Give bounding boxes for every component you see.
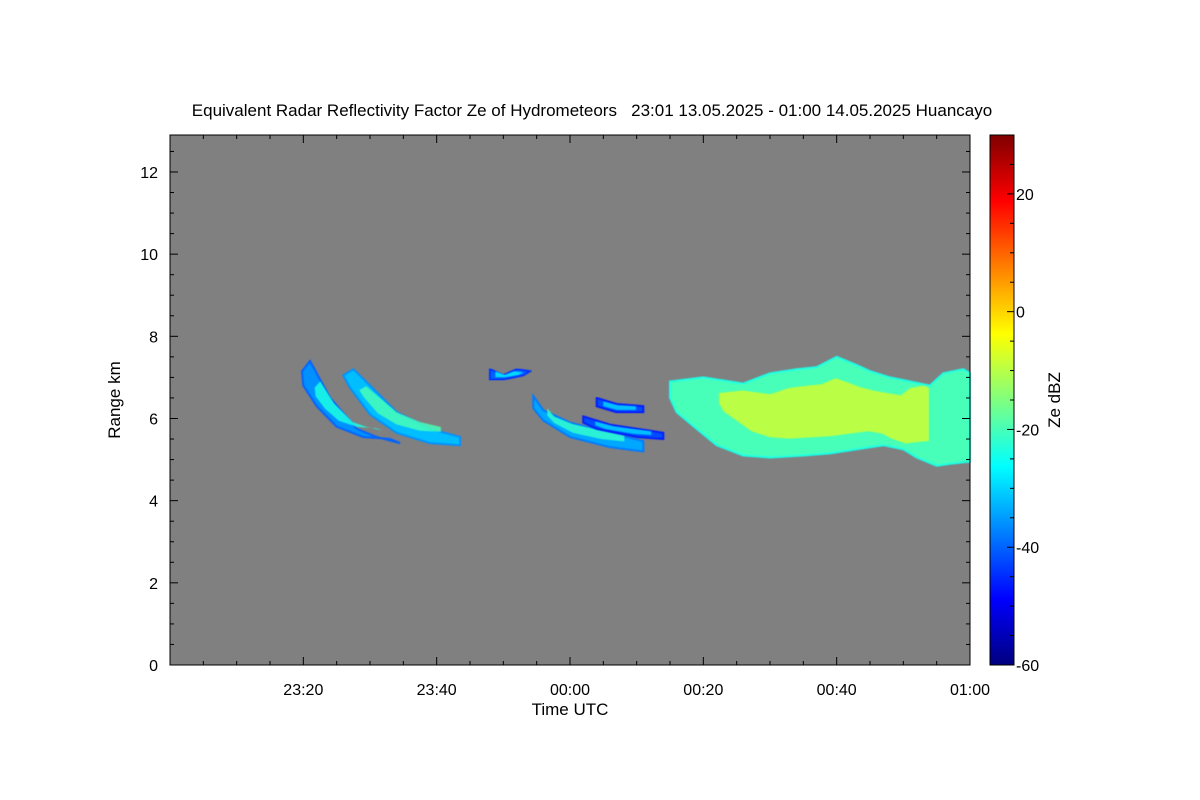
y-tick-label: 4 [149, 494, 158, 511]
x-tick-label: 00:00 [550, 682, 590, 699]
y-tick-label: 2 [149, 576, 158, 593]
echo-core-patch-3 [495, 371, 524, 378]
y-tick-label: 10 [140, 247, 158, 264]
x-tick-label: 23:40 [417, 682, 457, 699]
x-tick-label: 00:20 [683, 682, 723, 699]
y-tick-label: 8 [149, 329, 158, 346]
colorbar-tick-label: -60 [1016, 658, 1039, 675]
x-tick-label: 01:00 [950, 682, 990, 699]
y-axis: 0 2 4 6 8 10 12 [140, 150, 970, 675]
echo-streak-2 [341, 367, 461, 447]
echo-layer [300, 355, 971, 467]
colorbar-tick-label: -20 [1016, 422, 1039, 439]
echo-core-streak-1 [314, 381, 384, 431]
x-tick-label: 00:40 [817, 682, 857, 699]
chart-title: Equivalent Radar Reflectivity Factor Ze … [192, 101, 992, 120]
y-axis-label: Range km [105, 361, 124, 438]
x-axis-label: Time UTC [532, 700, 609, 719]
y-tick-label: 6 [149, 411, 158, 428]
colorbar-label: Ze dBZ [1045, 372, 1064, 428]
colorbar-tick-label: 20 [1016, 187, 1034, 204]
echo-core-main-cloud [718, 378, 929, 444]
echo-core-fragment-6 [603, 401, 636, 410]
colorbar-tick-label: -40 [1016, 540, 1039, 557]
x-axis: 23:20 23:40 00:00 00:20 00:40 01:00 [202, 135, 990, 699]
colorbar-tick-label: 0 [1016, 305, 1025, 322]
echo-core-streak-5 [595, 421, 652, 435]
y-tick-label: 0 [149, 658, 158, 675]
colorbar-axis: -60 -40 -20 0 20 [1007, 134, 1039, 675]
x-tick-label: 23:20 [283, 682, 323, 699]
y-tick-label: 12 [140, 165, 158, 182]
echo-core-streak-4 [547, 408, 625, 442]
echo-core-streak-2 [359, 386, 441, 432]
